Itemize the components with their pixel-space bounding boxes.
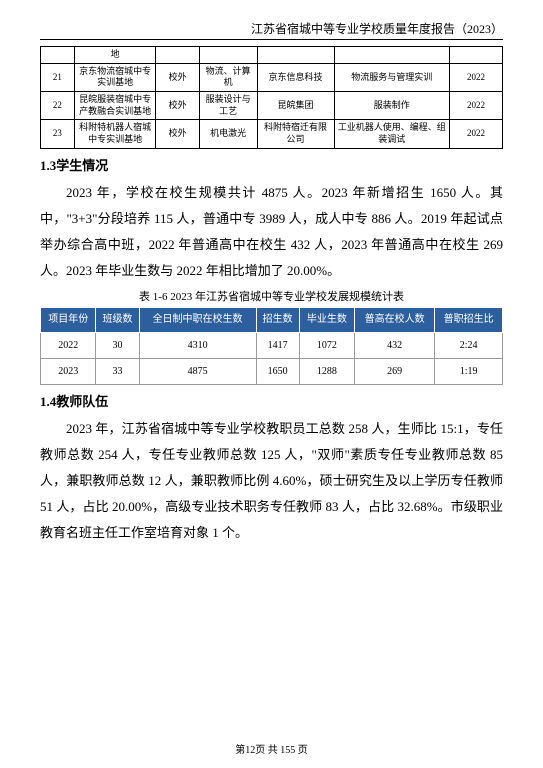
cell: 432 bbox=[355, 332, 435, 358]
cell: 1650 bbox=[256, 358, 299, 384]
cell: 校外 bbox=[156, 63, 199, 91]
table-row: 23 科附特机器人宿城中专实训基地 校外 机电激光 科附特宿迁有限公司 工业机器… bbox=[41, 120, 503, 148]
page-header: 江苏省宿城中等专业学校质量年度报告（2023） bbox=[40, 20, 503, 40]
cell: 物流服务与管理实训 bbox=[334, 63, 450, 91]
cell: 昆皖服装宿城中专产教融合实训基地 bbox=[74, 92, 156, 120]
cell: 2022 bbox=[450, 92, 503, 120]
cell bbox=[41, 47, 75, 64]
cell: 2022 bbox=[450, 63, 503, 91]
cell: 33 bbox=[96, 358, 139, 384]
th: 招生数 bbox=[256, 307, 299, 332]
cell: 2:24 bbox=[435, 332, 503, 358]
cell: 地 bbox=[74, 47, 156, 64]
th: 毕业生数 bbox=[299, 307, 354, 332]
th: 全日制中职在校生数 bbox=[139, 307, 256, 332]
cell bbox=[156, 47, 199, 64]
cell: 1:19 bbox=[435, 358, 503, 384]
cell bbox=[334, 47, 450, 64]
cell: 京东物流宿城中专实训基地 bbox=[74, 63, 156, 91]
cell: 昆皖集团 bbox=[257, 92, 334, 120]
cell: 机电激光 bbox=[199, 120, 257, 148]
training-base-table: 地 21 京东物流宿城中专实训基地 校外 物流、计算机 京东信息科技 物流服务与… bbox=[40, 46, 503, 149]
th: 班级数 bbox=[96, 307, 139, 332]
table-row: 地 bbox=[41, 47, 503, 64]
cell bbox=[450, 47, 503, 64]
cell: 校外 bbox=[156, 92, 199, 120]
cell bbox=[257, 47, 334, 64]
th: 普职招生比 bbox=[435, 307, 503, 332]
cell: 1417 bbox=[256, 332, 299, 358]
cell: 21 bbox=[41, 63, 75, 91]
header-title: 江苏省宿城中等专业学校质量年度报告（2023） bbox=[40, 20, 503, 37]
th: 普高在校人数 bbox=[355, 307, 435, 332]
cell: 4310 bbox=[139, 332, 256, 358]
page-footer: 第12页 共 155 页 bbox=[0, 741, 543, 756]
cell bbox=[199, 47, 257, 64]
cell: 23 bbox=[41, 120, 75, 148]
table-caption: 表 1-6 2023 年江苏省宿城中等专业学校发展规模统计表 bbox=[40, 288, 503, 304]
stats-table: 项目年份 班级数 全日制中职在校生数 招生数 毕业生数 普高在校人数 普职招生比… bbox=[40, 307, 503, 385]
cell: 校外 bbox=[156, 120, 199, 148]
cell: 1288 bbox=[299, 358, 354, 384]
table-header-row: 项目年份 班级数 全日制中职在校生数 招生数 毕业生数 普高在校人数 普职招生比 bbox=[41, 307, 503, 332]
cell: 30 bbox=[96, 332, 139, 358]
table-row: 22 昆皖服装宿城中专产教融合实训基地 校外 服装设计与工艺 昆皖集团 服装制作… bbox=[41, 92, 503, 120]
cell: 2022 bbox=[41, 332, 96, 358]
table-row: 2023 33 4875 1650 1288 269 1:19 bbox=[41, 358, 503, 384]
cell: 1072 bbox=[299, 332, 354, 358]
cell: 服装设计与工艺 bbox=[199, 92, 257, 120]
body-paragraph: 2023 年，学校在校生规模共计 4875 人。2023 年新增招生 1650 … bbox=[40, 180, 503, 284]
cell: 京东信息科技 bbox=[257, 63, 334, 91]
cell: 4875 bbox=[139, 358, 256, 384]
cell: 269 bbox=[355, 358, 435, 384]
table-row: 2022 30 4310 1417 1072 432 2:24 bbox=[41, 332, 503, 358]
cell: 工业机器人使用、编程、组装调试 bbox=[334, 120, 450, 148]
body-paragraph: 2023 年，江苏省宿城中等专业学校教职员工总数 258 人，生师比 15:1，… bbox=[40, 416, 503, 546]
cell: 科附特机器人宿城中专实训基地 bbox=[74, 120, 156, 148]
cell: 2023 bbox=[41, 358, 96, 384]
th: 项目年份 bbox=[41, 307, 96, 332]
cell: 服装制作 bbox=[334, 92, 450, 120]
cell: 22 bbox=[41, 92, 75, 120]
section-heading-teachers: 1.4教师队伍 bbox=[40, 391, 503, 410]
cell: 物流、计算机 bbox=[199, 63, 257, 91]
section-heading-students: 1.3学生情况 bbox=[40, 155, 503, 174]
table-row: 21 京东物流宿城中专实训基地 校外 物流、计算机 京东信息科技 物流服务与管理… bbox=[41, 63, 503, 91]
cell: 科附特宿迁有限公司 bbox=[257, 120, 334, 148]
cell: 2022 bbox=[450, 120, 503, 148]
